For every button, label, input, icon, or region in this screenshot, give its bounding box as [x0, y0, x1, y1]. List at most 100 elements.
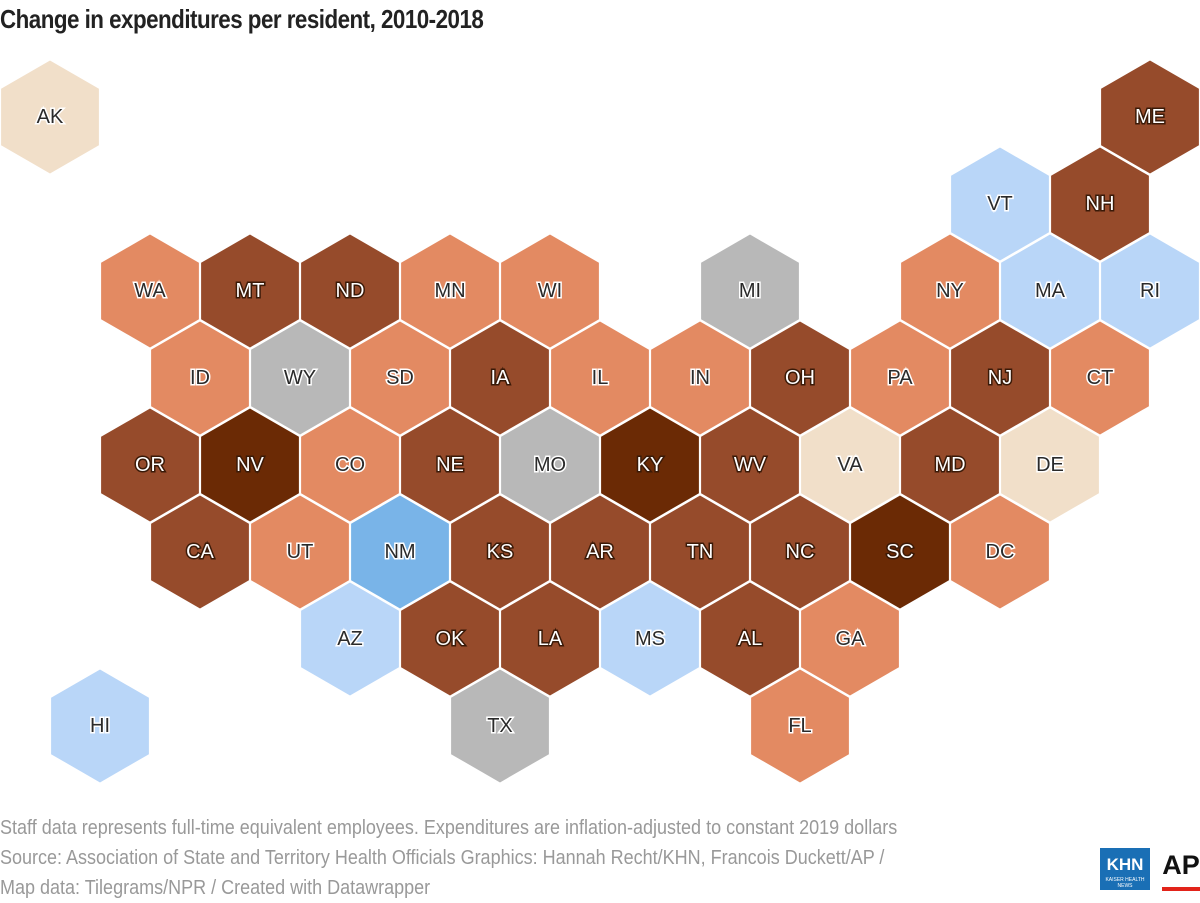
state-label: RI	[1140, 280, 1160, 302]
state-label: SD	[386, 367, 414, 389]
hex-map: AK ME VT NH WA MT ND MN WI MI NY MA RI ID WY SD IA IL IN OH…	[0, 59, 1200, 784]
state-hex-shape	[0, 59, 100, 175]
state-hex-mo: MO	[500, 407, 600, 523]
ap-logo-text: AP	[1162, 850, 1200, 880]
khn-logo-text: KHN	[1106, 855, 1144, 874]
state-label: ND	[336, 280, 365, 302]
state-label: KY	[637, 454, 664, 476]
state-hex-shape	[950, 320, 1050, 436]
state-label: DE	[1036, 454, 1064, 476]
state-hex-shape	[400, 407, 500, 523]
state-hex-shape	[350, 494, 450, 610]
state-label: MS	[635, 628, 665, 650]
state-label: CA	[186, 541, 214, 563]
state-hex-shape	[800, 581, 900, 697]
footer-note: Staff data represents full-time equivale…	[0, 817, 898, 839]
state-hex-shape	[350, 320, 450, 436]
state-hex-shape	[600, 581, 700, 697]
state-hex-de: DE	[1000, 407, 1100, 523]
chart-title: Change in expenditures per resident, 201…	[0, 4, 484, 34]
state-hex-ok: OK	[400, 581, 500, 697]
state-hex-shape	[150, 494, 250, 610]
state-hex-shape	[1000, 233, 1100, 349]
state-hex-sd: SD	[350, 320, 450, 436]
footer: Staff data represents full-time equivale…	[0, 813, 897, 903]
state-hex-ar: AR	[550, 494, 650, 610]
state-hex-nm: NM	[350, 494, 450, 610]
state-hex-id: ID	[150, 320, 250, 436]
footer-map-data: Map data: Tilegrams/NPR / Created with D…	[0, 877, 431, 899]
state-hex-co: CO	[300, 407, 400, 523]
state-hex-ut: UT	[250, 494, 350, 610]
state-hex-ky: KY	[600, 407, 700, 523]
state-hex-ga: GA	[800, 581, 900, 697]
state-hex-shape	[150, 320, 250, 436]
state-label: UT	[287, 541, 314, 563]
state-label: MT	[236, 280, 265, 302]
khn-logo: KHN KAISER HEALTH NEWS	[1100, 848, 1150, 890]
state-hex-shape	[900, 407, 1000, 523]
state-hex-ms: MS	[600, 581, 700, 697]
state-hex-shape	[50, 668, 150, 784]
state-hex-az: AZ	[300, 581, 400, 697]
state-label: PA	[887, 367, 913, 389]
state-hex-shape	[550, 494, 650, 610]
state-hex-shape	[800, 407, 900, 523]
state-hex-nv: NV	[200, 407, 300, 523]
state-label: IA	[491, 367, 511, 389]
state-label: KS	[487, 541, 514, 563]
state-label: NY	[936, 280, 964, 302]
state-hex-wy: WY	[250, 320, 350, 436]
state-hex-md: MD	[900, 407, 1000, 523]
state-label: LA	[538, 628, 563, 650]
state-hex-shape	[750, 320, 850, 436]
footer-source: Source: Association of State and Territo…	[0, 847, 885, 869]
state-hex-shape	[750, 494, 850, 610]
state-hex-me: ME	[1100, 59, 1200, 175]
state-label: TX	[487, 715, 513, 737]
state-hex-shape	[450, 668, 550, 784]
state-hex-ak: AK	[0, 59, 100, 175]
state-label: IL	[592, 367, 609, 389]
state-label: NE	[436, 454, 464, 476]
state-label: TN	[687, 541, 714, 563]
state-label: AL	[738, 628, 762, 650]
state-hex-shape	[850, 320, 950, 436]
ap-logo: AP	[1162, 848, 1200, 891]
state-hex-ks: KS	[450, 494, 550, 610]
state-label: DC	[986, 541, 1015, 563]
state-hex-shape	[500, 233, 600, 349]
state-label: NV	[236, 454, 264, 476]
khn-logo-subtext: KAISER HEALTH NEWS	[1105, 877, 1145, 889]
state-label: MI	[739, 280, 761, 302]
state-hex-wi: WI	[500, 233, 600, 349]
state-hex-al: AL	[700, 581, 800, 697]
state-label: OK	[436, 628, 466, 650]
state-hex-ri: RI	[1100, 233, 1200, 349]
state-label: NJ	[988, 367, 1012, 389]
state-hex-shape	[400, 233, 500, 349]
state-hex-shape	[750, 668, 850, 784]
state-label: AR	[586, 541, 614, 563]
state-hex-la: LA	[500, 581, 600, 697]
state-hex-shape	[200, 233, 300, 349]
state-hex-mn: MN	[400, 233, 500, 349]
state-hex-shape	[400, 581, 500, 697]
state-hex-nc: NC	[750, 494, 850, 610]
state-hex-shape	[300, 407, 400, 523]
state-hex-vt: VT	[950, 146, 1050, 262]
state-label: OR	[135, 454, 165, 476]
state-hex-ne: NE	[400, 407, 500, 523]
state-label: MO	[534, 454, 566, 476]
state-label: IN	[690, 367, 710, 389]
state-hex-or: OR	[100, 407, 200, 523]
state-hex-shape	[250, 494, 350, 610]
state-hex-shape	[900, 233, 1000, 349]
state-label: CO	[335, 454, 365, 476]
state-hex-nd: ND	[300, 233, 400, 349]
state-label: WV	[734, 454, 767, 476]
state-hex-ma: MA	[1000, 233, 1100, 349]
state-hex-shape	[100, 233, 200, 349]
state-hex-in: IN	[650, 320, 750, 436]
state-hex-shape	[550, 320, 650, 436]
